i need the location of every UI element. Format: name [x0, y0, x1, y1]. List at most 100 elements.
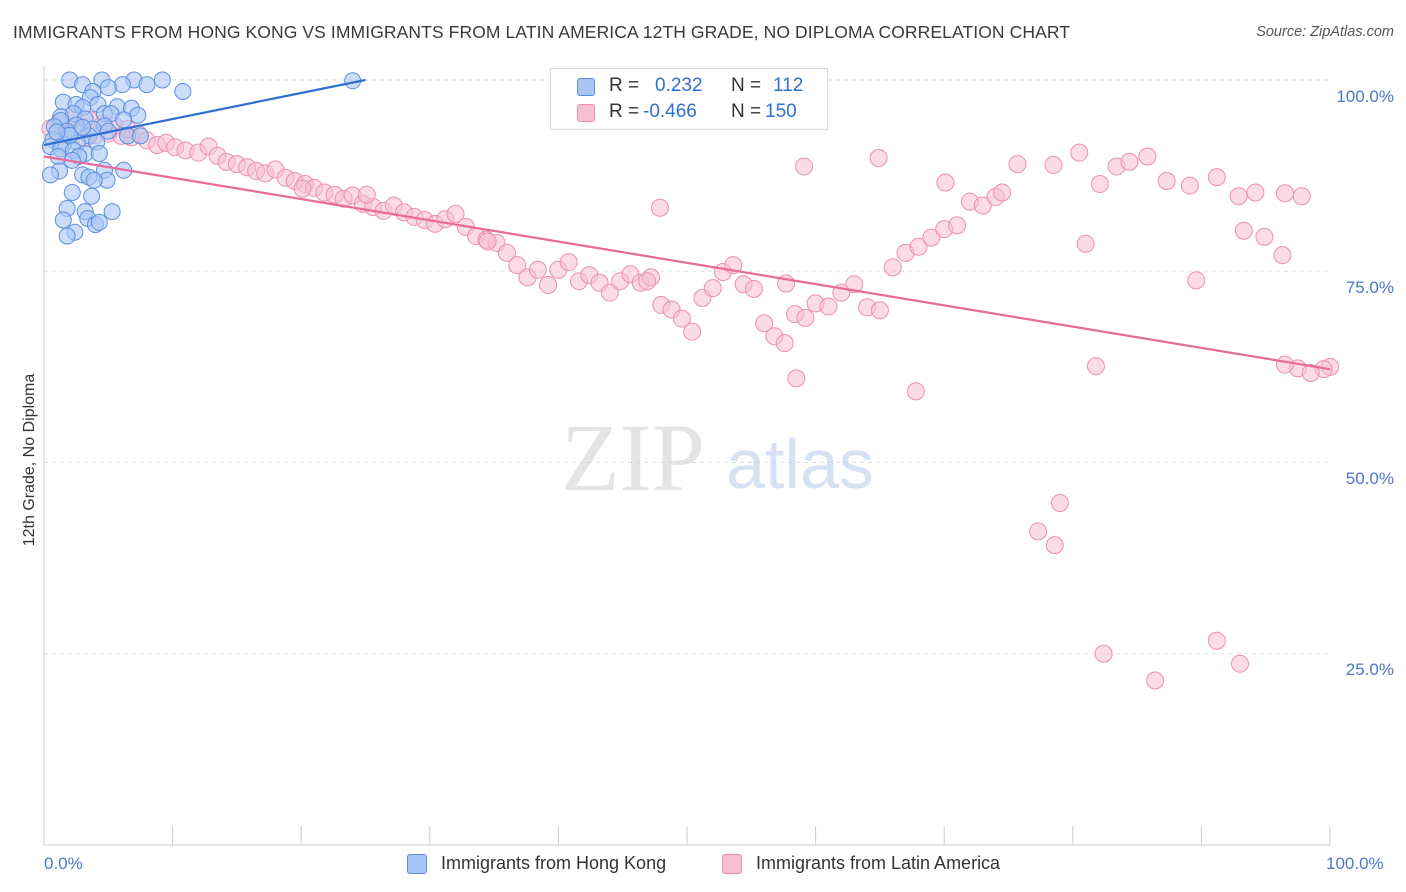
legend-swatch-hong-kong [407, 854, 427, 874]
data-point-latin-america [1273, 246, 1292, 265]
data-point-latin-america [755, 314, 774, 333]
data-point-latin-america [528, 260, 547, 279]
hong-kong-points [41, 71, 362, 245]
data-point-latin-america [1234, 221, 1253, 240]
legend-label-latin-america: Immigrants from Latin America [756, 853, 1001, 873]
data-point-latin-america [819, 297, 838, 316]
data-point-latin-america [796, 308, 815, 327]
data-point-latin-america [683, 322, 702, 341]
legend-row-hong-kong: R = 0.232 N = 112 [551, 75, 827, 101]
data-point-latin-america [870, 301, 889, 320]
data-point-latin-america [1230, 654, 1249, 673]
watermark-atlas: atlas [726, 425, 874, 503]
data-point-hong-kong [90, 144, 108, 162]
latin-america-points [41, 109, 1339, 690]
data-point-latin-america [559, 253, 578, 272]
legend-r-value-latin-america: -0.466 [643, 101, 697, 122]
data-point-latin-america [478, 232, 497, 251]
legend-label-hong-kong: Immigrants from Hong Kong [441, 853, 667, 873]
data-point-latin-america [293, 179, 312, 198]
data-point-hong-kong [99, 79, 117, 97]
data-point-latin-america [1292, 187, 1311, 206]
legend-swatch-latin-america [722, 854, 742, 874]
data-point-latin-america [1157, 171, 1176, 190]
data-point-latin-america [1008, 155, 1027, 174]
data-point-latin-america [922, 228, 941, 247]
data-point-hong-kong [103, 203, 121, 221]
x-tick-0: 0.0% [44, 854, 83, 873]
correlation-legend: R = 0.232 N = 112 R = -0.466 N = 150 [550, 68, 828, 130]
data-point-latin-america [1138, 147, 1157, 166]
y-tick-25: 25.0% [1345, 660, 1394, 679]
data-point-latin-america [539, 276, 558, 295]
trend-line-hong-kong [43, 78, 366, 147]
data-point-hong-kong [49, 148, 67, 165]
data-point-hong-kong [54, 211, 72, 229]
y-axis-label: 12th Grade, No Diploma [21, 373, 38, 547]
data-point-latin-america [1275, 184, 1294, 203]
data-point-latin-america [1207, 168, 1226, 187]
data-point-latin-america [787, 369, 806, 388]
data-point-latin-america [993, 183, 1012, 202]
legend-n-value-latin-america: 150 [765, 101, 797, 122]
data-point-hong-kong [48, 123, 66, 141]
data-point-latin-america [936, 173, 955, 192]
data-point-latin-america [1094, 644, 1113, 663]
x-tick-100: 100.0% [1326, 854, 1384, 873]
data-point-hong-kong [174, 82, 192, 100]
watermark: ZIP atlas [561, 404, 874, 511]
data-point-latin-america [600, 283, 619, 302]
data-point-latin-america [1120, 152, 1139, 171]
legend-r-label: R = [609, 75, 640, 96]
axes [43, 66, 1331, 846]
data-point-latin-america [1275, 355, 1294, 374]
legend-swatch-hong-kong [577, 78, 595, 96]
data-point-latin-america [1146, 671, 1165, 690]
data-point-hong-kong [41, 166, 59, 184]
data-point-latin-america [357, 185, 376, 204]
y-tick-50: 50.0% [1345, 469, 1394, 488]
source-label: Source: ZipAtlas.com [1256, 24, 1394, 40]
trend-lines [43, 78, 1331, 371]
data-point-latin-america [508, 256, 527, 275]
data-point-latin-america [1045, 536, 1064, 555]
legend-n-label: N = [731, 75, 762, 96]
data-point-hong-kong [58, 227, 76, 245]
data-point-latin-america [744, 279, 763, 298]
data-point-latin-america [1044, 155, 1063, 174]
data-point-latin-america [1229, 187, 1248, 206]
data-point-latin-america [948, 216, 967, 235]
data-point-latin-america [1180, 176, 1199, 195]
data-point-latin-america [1070, 143, 1089, 162]
data-point-hong-kong [131, 127, 149, 145]
legend-n-label: N = [731, 101, 762, 122]
data-point-hong-kong [83, 187, 101, 205]
legend-swatch-latin-america [577, 104, 595, 122]
legend-r-value-hong-kong: 0.232 [655, 75, 703, 96]
data-point-latin-america [1187, 271, 1206, 290]
data-point-latin-america [1246, 183, 1265, 202]
data-point-hong-kong [63, 183, 81, 201]
data-point-hong-kong [113, 76, 131, 94]
legend-r-label: R = [609, 101, 640, 122]
series-legend: Immigrants from Hong Kong Immigrants fro… [0, 852, 1406, 878]
data-point-latin-america [703, 279, 722, 298]
data-point-hong-kong [129, 106, 147, 124]
data-point-latin-america [1029, 522, 1048, 541]
data-point-latin-america [638, 272, 657, 291]
data-point-latin-america [446, 204, 465, 223]
legend-row-latin-america: R = -0.466 N = 150 [551, 101, 827, 127]
y-tick-75: 75.0% [1345, 278, 1394, 297]
data-point-latin-america [795, 157, 814, 176]
data-point-latin-america [1207, 631, 1226, 650]
y-tick-100: 100.0% [1336, 87, 1394, 106]
data-point-latin-america [672, 309, 691, 328]
data-point-hong-kong [153, 71, 171, 89]
chart-title: IMMIGRANTS FROM HONG KONG VS IMMIGRANTS … [13, 22, 1071, 42]
data-point-latin-america [869, 149, 888, 168]
data-point-latin-america [1076, 234, 1095, 253]
data-point-latin-america [973, 196, 992, 215]
data-point-latin-america [1255, 227, 1274, 246]
data-point-hong-kong [138, 76, 156, 94]
